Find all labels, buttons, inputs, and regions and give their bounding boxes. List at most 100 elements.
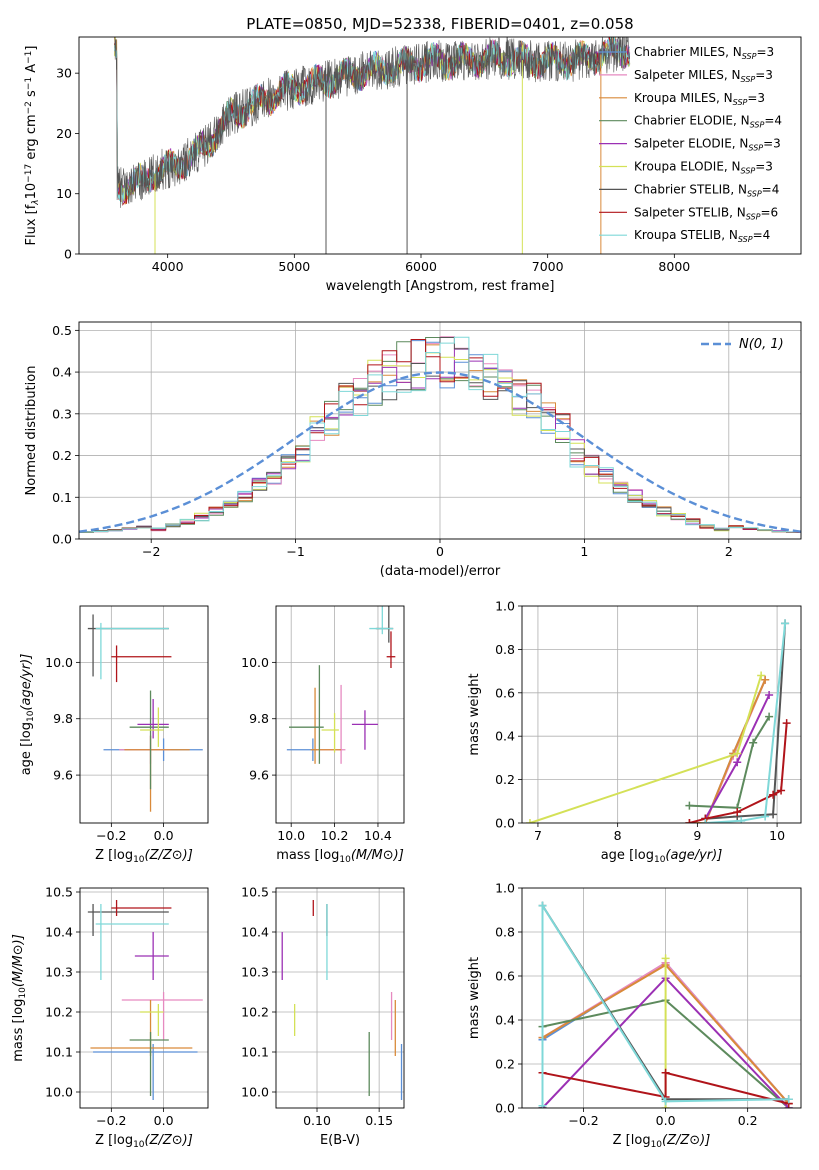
x-tick-label: 9 <box>693 828 701 843</box>
x-tick-label: −0.2 <box>96 1113 126 1128</box>
data-point <box>111 645 172 683</box>
x-tick-label: 2 <box>725 544 733 559</box>
x-tick-label: −0.2 <box>568 1113 598 1128</box>
mass-weight-marker <box>538 901 547 910</box>
y-tick-label: 30 <box>56 66 72 81</box>
y-tick-label: 0.2 <box>52 448 72 463</box>
data-point <box>310 687 342 764</box>
normal-curve <box>79 371 801 533</box>
data-point <box>129 1032 169 1096</box>
x-tick-label: 8 <box>614 828 622 843</box>
mass-weight-marker <box>769 810 778 819</box>
plot-area <box>522 888 801 1108</box>
mass-weight-marker <box>733 749 742 758</box>
x-axis-label: wavelength [Angstrom, rest frame] <box>326 279 555 294</box>
y-tick-label: 0.2 <box>495 772 515 787</box>
y-tick-label: 9.6 <box>53 768 73 783</box>
legend-label: Kroupa MILES, NSSP=3 <box>634 91 765 107</box>
x-tick-label: 10 <box>769 828 785 843</box>
data-point <box>369 606 394 635</box>
data-point <box>121 992 203 1040</box>
y-tick-label: 0.1 <box>52 490 72 505</box>
mass-weight-line <box>542 1071 789 1105</box>
y-tick-label: 0.8 <box>495 925 515 940</box>
data-point <box>321 713 339 753</box>
mass-weight-line <box>705 623 787 823</box>
plot-area <box>80 606 208 823</box>
mass-weight-marker <box>757 671 766 680</box>
mass-weight-marker <box>685 819 694 823</box>
axes-frame <box>275 605 405 824</box>
axes-frame <box>521 605 802 824</box>
axes-frame <box>79 605 209 824</box>
y-tick-label: 10.0 <box>241 655 269 670</box>
panel-mass-weight-vs-age: 7 8 9 10 0.0 0.2 0.4 0.6 0.8 1.0 age [log10(age/yr… <box>467 599 802 865</box>
x-axis-label: Z [log10(Z/Z⊙)] <box>95 1133 193 1150</box>
data-point <box>93 1044 198 1100</box>
data-point <box>351 710 378 750</box>
data-point <box>95 622 169 680</box>
data-point <box>129 690 169 790</box>
y-tick-label: 10.0 <box>241 1085 269 1100</box>
legend-label: Chabrier ELODIE, NSSP=4 <box>634 114 782 130</box>
x-tick-label: 0.2 <box>738 1113 758 1128</box>
y-tick-label: 10.5 <box>45 885 73 900</box>
panel-age-vs-mass: 10.0 10.2 10.4 9.6 9.8 10.0 mass [log10(M/M⊙)] <box>241 605 405 865</box>
x-axis-label: Z [log10(Z/Z⊙)] <box>95 848 193 865</box>
y-tick-label: 10.0 <box>45 1085 73 1100</box>
mass-weight-marker <box>737 816 746 823</box>
mass-weight-marker <box>777 786 786 795</box>
y-tick-label: 0.4 <box>495 1013 515 1028</box>
mass-weight-line <box>689 723 788 823</box>
y-tick-label: 0.6 <box>495 969 515 984</box>
legend-label: Salpeter MILES, NSSP=3 <box>634 68 773 84</box>
y-tick-label: 10.5 <box>241 885 269 900</box>
mass-weight-marker <box>782 719 791 728</box>
legend-label: Chabrier STELIB, NSSP=4 <box>634 182 779 198</box>
mass-weight-marker <box>733 808 742 817</box>
data-point <box>140 1004 164 1036</box>
mass-weight-marker <box>538 1101 547 1108</box>
x-tick-label: 1 <box>580 544 588 559</box>
y-tick-label: 0.0 <box>495 816 515 831</box>
x-tick-label: 10.4 <box>364 828 392 843</box>
y-tick-label: 10.1 <box>241 1045 269 1060</box>
x-tick-label: 4000 <box>152 259 184 274</box>
y-tick-label: 10 <box>56 186 72 201</box>
x-tick-label: 0 <box>436 544 444 559</box>
y-tick-label: 0.0 <box>495 1101 515 1116</box>
plot-area <box>522 606 801 823</box>
x-tick-label: −2 <box>142 544 160 559</box>
y-tick-label: 0.4 <box>52 365 72 380</box>
y-tick-label: 10.2 <box>241 1005 269 1020</box>
data-point <box>95 904 169 980</box>
x-tick-label: 0.15 <box>365 1113 393 1128</box>
data-point <box>124 735 190 812</box>
x-axis-label: (data-model)/error <box>380 564 501 579</box>
plot-area <box>276 606 404 823</box>
y-tick-label: 10.3 <box>45 965 73 980</box>
x-axis-label: age [log10(age/yr)] <box>601 848 723 865</box>
y-tick-label: 9.8 <box>53 711 73 726</box>
y-tick-label: 20 <box>56 126 72 141</box>
y-axis-label: mass weight <box>467 957 482 1039</box>
x-axis-label: mass [log10(M/M⊙)] <box>276 848 404 865</box>
y-tick-label: 10.2 <box>45 1005 73 1020</box>
x-tick-label: 7000 <box>532 259 564 274</box>
y-tick-label: 0.6 <box>495 685 515 700</box>
y-tick-label: 10.4 <box>45 925 73 940</box>
plot-area <box>79 322 801 539</box>
data-point <box>134 932 169 980</box>
mass-weight-line <box>529 675 763 823</box>
data-point <box>87 904 169 936</box>
x-tick-label: 0.0 <box>656 1113 676 1128</box>
y-axis-label: Normed distribution <box>24 366 39 496</box>
y-tick-label: 1.0 <box>495 881 515 896</box>
legend-label: Salpeter STELIB, NSSP=6 <box>634 205 778 221</box>
mass-weight-marker <box>661 954 670 963</box>
panel-mass-weight-vs-z: −0.2 0.0 0.2 0.0 0.2 0.4 0.6 0.8 1.0 Z [log10(Z/Z… <box>467 881 802 1150</box>
y-tick-label: 10.4 <box>241 925 269 940</box>
observed-spectrum-line <box>114 37 630 208</box>
x-tick-label: 0.0 <box>154 1113 174 1128</box>
